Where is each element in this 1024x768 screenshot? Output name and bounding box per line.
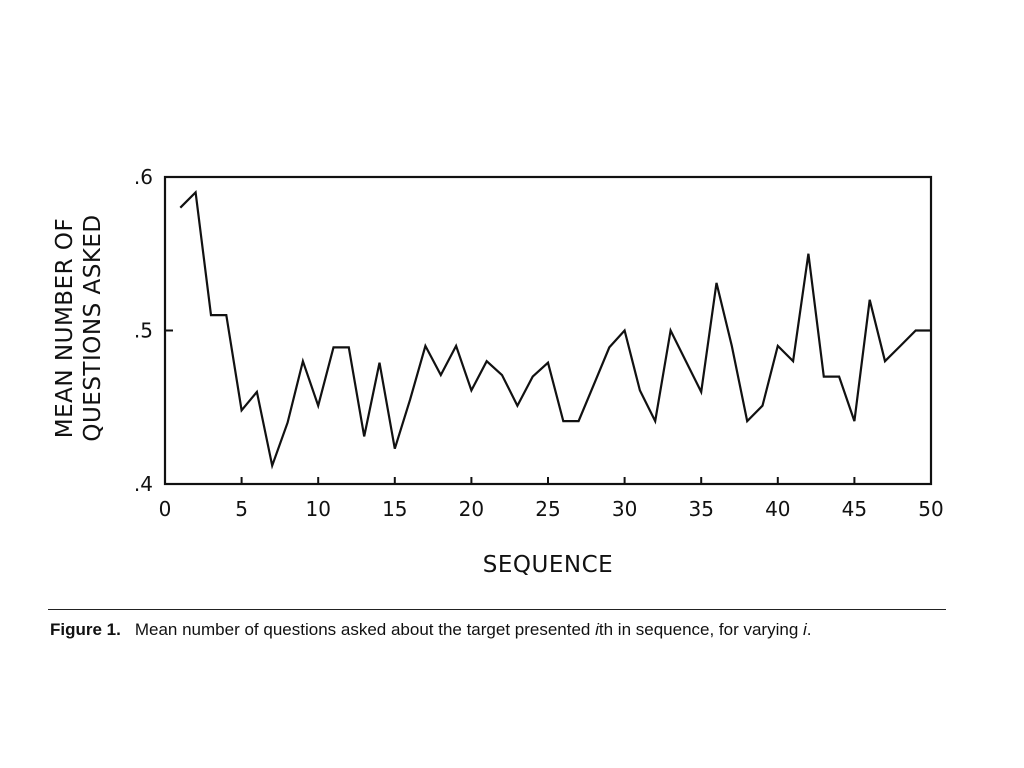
- caption-label: Figure 1.: [50, 620, 121, 639]
- x-tick-label: 35: [688, 497, 713, 521]
- x-axis-title: SEQUENCE: [483, 552, 613, 578]
- x-tick-label: 5: [235, 497, 248, 521]
- x-tick-label: 0: [159, 497, 172, 521]
- caption-variable: i: [595, 620, 599, 639]
- x-axis-ticks: 0 5 10 15 20 25 30 35 40 45 50: [159, 477, 944, 521]
- caption-text-after: .: [806, 620, 812, 639]
- plot-frame: [163, 175, 933, 486]
- y-axis-title-line-1: MEAN NUMBER OF: [52, 218, 78, 438]
- caption-divider: [48, 609, 946, 610]
- x-tick-label: 40: [765, 497, 790, 521]
- x-tick-label: 10: [305, 497, 330, 521]
- y-tick-label: .5: [134, 319, 153, 343]
- caption-variable: i: [803, 620, 807, 639]
- x-tick-label: 15: [382, 497, 407, 521]
- y-axis-title-line-2: QUESTIONS ASKED: [80, 214, 106, 441]
- x-tick-label: 20: [459, 497, 484, 521]
- x-tick-label: 30: [612, 497, 637, 521]
- series-line: [179, 190, 931, 470]
- y-tick-label: .4: [134, 472, 153, 496]
- x-tick-label: 45: [842, 497, 867, 521]
- line-chart: 0 5 10 15 20 25 30 35 40 45 50 .4 .5 .6 SEQUENCE MEA…: [52, 165, 944, 578]
- caption-text-middle: th in sequence, for varying: [598, 620, 804, 639]
- x-tick-label: 50: [918, 497, 943, 521]
- figure-caption: Figure 1. Mean number of questions asked …: [50, 620, 950, 640]
- y-axis-ticks: .4 .5 .6: [134, 165, 173, 496]
- y-tick-label: .6: [134, 165, 153, 189]
- x-tick-label: 25: [535, 497, 560, 521]
- caption-text-before: Mean number of questions asked about the…: [134, 620, 596, 639]
